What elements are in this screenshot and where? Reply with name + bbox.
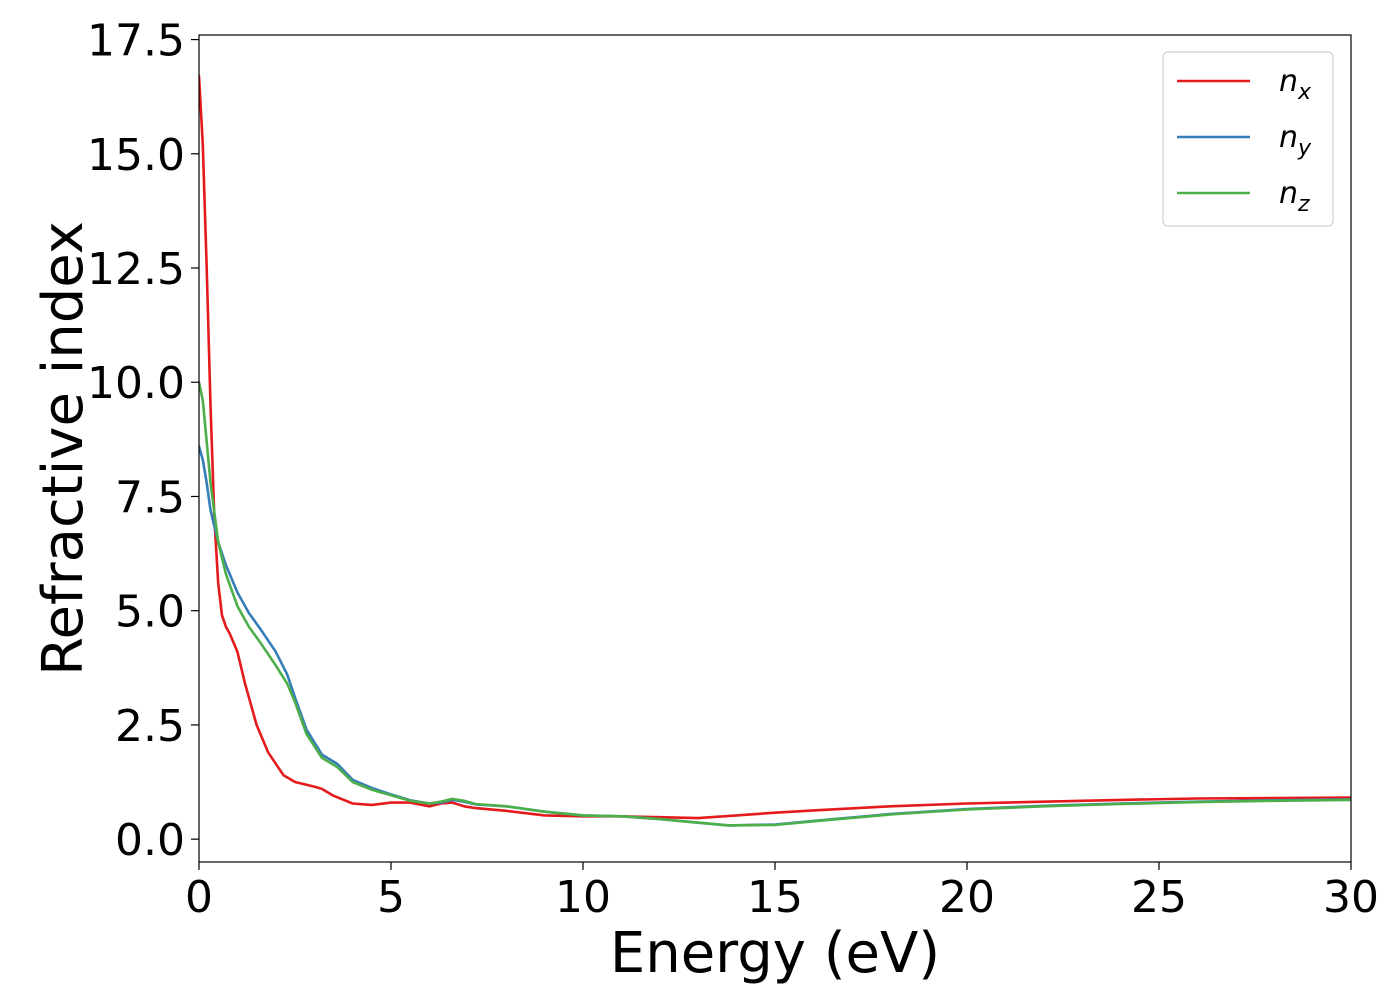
x-tick-label: 5 xyxy=(377,872,405,923)
x-tick-label: 10 xyxy=(555,872,611,923)
series-line-n-z xyxy=(199,380,1351,827)
legend-label-subscript: y xyxy=(1297,136,1312,161)
x-tick-label: 20 xyxy=(939,872,995,923)
x-axis-label: Energy (eV) xyxy=(610,921,940,986)
legend-box xyxy=(1162,51,1334,227)
y-tick-label: 2.5 xyxy=(115,701,185,752)
series-line-n-y xyxy=(199,444,1351,827)
x-tick-label: 25 xyxy=(1131,872,1187,923)
legend-label-base: n xyxy=(1279,120,1298,155)
legend-label-subscript: z xyxy=(1297,192,1310,217)
x-tick-label: 30 xyxy=(1323,872,1379,923)
y-tick-label: 17.5 xyxy=(87,16,185,67)
y-tick-label: 0.0 xyxy=(115,815,185,866)
legend-label: nx xyxy=(1279,64,1312,105)
legend-label-base: n xyxy=(1279,64,1298,99)
y-tick-label: 5.0 xyxy=(115,587,185,638)
y-tick-label: 15.0 xyxy=(87,130,185,181)
legend-label: nz xyxy=(1279,176,1310,217)
y-axis-label: Refractive index xyxy=(31,221,96,676)
x-tick-label: 15 xyxy=(747,872,803,923)
series-layer xyxy=(199,74,1351,827)
legend-label-base: n xyxy=(1279,176,1298,211)
series-line-n-x xyxy=(199,74,1351,820)
x-tick-label: 0 xyxy=(185,872,213,923)
y-tick-label: 7.5 xyxy=(115,472,185,523)
y-tick-label: 10.0 xyxy=(87,358,185,409)
legend-label-subscript: x xyxy=(1297,80,1312,105)
y-tick-label: 12.5 xyxy=(87,244,185,295)
axis-ticks: 0 5 10 15 20 25 30 0.0 2.5 5.0 7.5 10.0 12.5 15.0 17.5 xyxy=(87,16,1379,923)
legend-label: ny xyxy=(1279,120,1312,161)
